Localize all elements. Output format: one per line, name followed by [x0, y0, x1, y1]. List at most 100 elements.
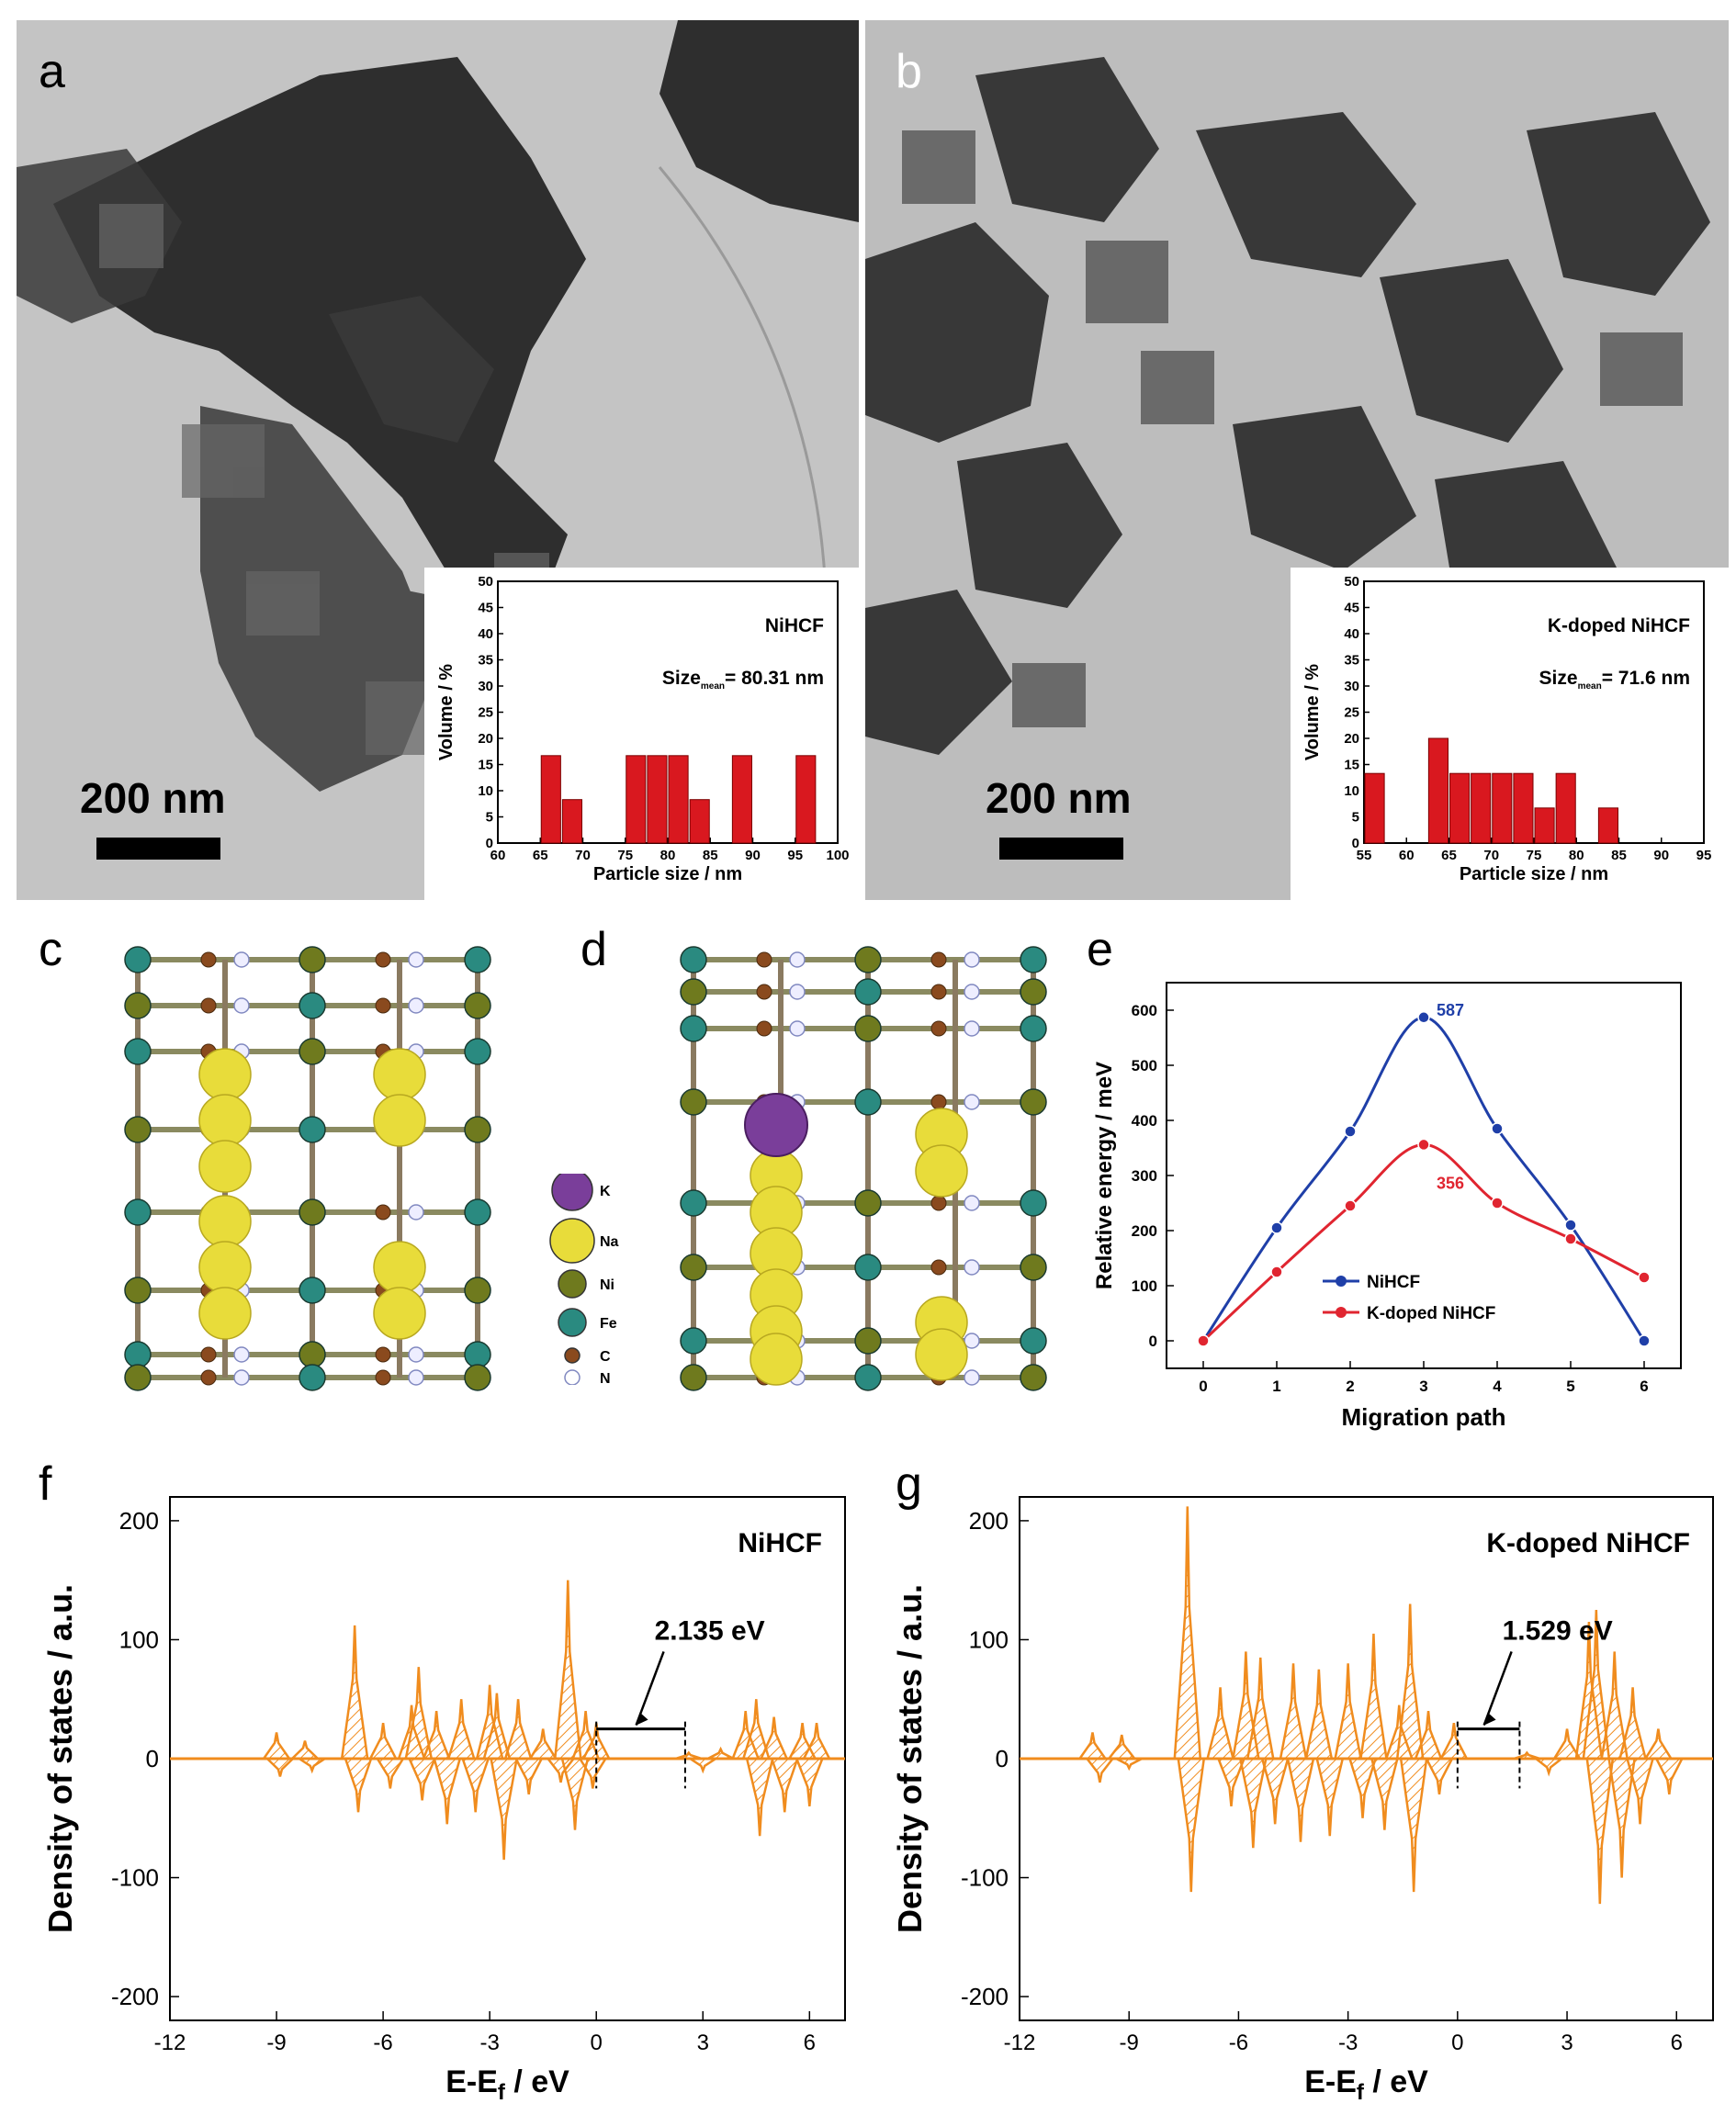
- x-tick-label: 3: [1419, 1378, 1427, 1395]
- y-tick-label: 100: [969, 1625, 1009, 1653]
- x-tick-label: 65: [533, 848, 548, 863]
- data-point: [1564, 1219, 1577, 1232]
- scale-bar-a: [96, 838, 220, 860]
- dos-peak: [295, 1757, 329, 1774]
- legend-atom-label: Fe: [600, 1316, 617, 1332]
- x-tick-label: 3: [697, 2030, 709, 2055]
- metal-atom: [854, 1088, 882, 1116]
- x-tick-label: 60: [490, 848, 506, 863]
- histogram-bar: [561, 799, 582, 844]
- dos-peak: [802, 1722, 832, 1760]
- nitrogen-atom: [789, 984, 806, 1000]
- nitrogen-atom: [408, 951, 424, 968]
- metal-atom: [1020, 1254, 1047, 1281]
- metal-atom: [124, 1364, 152, 1391]
- nitrogen-atom: [408, 1369, 424, 1386]
- y-tick-label: 40: [478, 626, 493, 642]
- metal-atom: [124, 946, 152, 973]
- metal-atom: [124, 1116, 152, 1143]
- x-axis-label: Particle size / nm: [1460, 864, 1608, 884]
- dos-peak: [407, 1757, 437, 1801]
- x-tick-label: 1: [1272, 1378, 1280, 1395]
- x-tick-label: 75: [1527, 848, 1542, 863]
- metal-atom: [299, 1038, 326, 1065]
- dos-peak: [340, 1625, 369, 1760]
- metal-atom: [464, 1277, 491, 1304]
- x-tick-label: 4: [1493, 1378, 1502, 1395]
- metal-atom: [680, 1015, 707, 1042]
- x-tick-label: 75: [617, 848, 633, 863]
- dos-peak: [1315, 1757, 1345, 1837]
- metal-atom: [1020, 1088, 1047, 1116]
- metal-atom: [464, 1198, 491, 1226]
- x-tick-label: 5: [1566, 1378, 1574, 1395]
- dos-peak: [433, 1757, 462, 1825]
- sample-annotation: K-doped NiHCF: [1486, 1528, 1690, 1558]
- y-tick-label: 25: [1344, 705, 1359, 721]
- panel-label-e: e: [1087, 923, 1113, 976]
- dos-peak: [1585, 1757, 1615, 1905]
- x-tick-label: 95: [787, 848, 803, 863]
- gap-arrowhead: [1483, 1712, 1496, 1726]
- y-tick-label: 45: [1344, 601, 1359, 616]
- metal-atom: [854, 1364, 882, 1391]
- carbon-atom: [930, 1259, 947, 1276]
- panel-label-f: f: [39, 1457, 52, 1511]
- legend-atom-c: [564, 1347, 581, 1364]
- dos-peak: [1205, 1687, 1235, 1760]
- y-tick-label: 50: [478, 574, 493, 590]
- dos-peak: [1106, 1734, 1137, 1760]
- x-tick-label: 90: [1653, 848, 1669, 863]
- histogram-bar: [731, 755, 752, 844]
- dos-peak: [1084, 1757, 1115, 1783]
- sodium-atom: [198, 1048, 252, 1101]
- legend-atom-ni: [558, 1269, 587, 1299]
- panel-label-a: a: [39, 45, 65, 98]
- y-tick-label: 15: [478, 758, 493, 773]
- data-point: [1197, 1334, 1210, 1347]
- dos-peak: [375, 1757, 406, 1789]
- x-tick-label: 60: [1399, 848, 1415, 863]
- x-tick-label: -9: [1120, 2030, 1139, 2055]
- metal-atom: [464, 992, 491, 1019]
- metal-atom: [464, 1341, 491, 1368]
- metal-atom: [1020, 946, 1047, 973]
- scale-bar-b: [999, 838, 1123, 860]
- dos-peak: [1618, 1687, 1648, 1760]
- x-tick-label: -9: [266, 2030, 286, 2055]
- x-tick-label: 65: [1441, 848, 1457, 863]
- histogram-bar: [647, 755, 668, 844]
- legend-atom-label: Na: [600, 1234, 619, 1250]
- dos-peak: [1625, 1757, 1655, 1825]
- y-tick-label: 35: [1344, 653, 1359, 669]
- dos-peak: [261, 1732, 292, 1760]
- dos-peak: [264, 1757, 297, 1777]
- crystal-structure-c: [124, 946, 491, 1391]
- y-tick-label: 0: [1352, 836, 1359, 851]
- y-tick-label: 0: [486, 836, 493, 851]
- gap-label: 1.529 eV: [1503, 1615, 1613, 1646]
- sodium-atom: [198, 1140, 252, 1193]
- data-point: [1270, 1221, 1283, 1234]
- y-tick-label: 0: [146, 1745, 159, 1772]
- panel-label-g: g: [896, 1457, 922, 1511]
- carbon-atom: [930, 1195, 947, 1211]
- metal-atom: [299, 946, 326, 973]
- dos-peak: [1238, 1757, 1268, 1849]
- metal-atom: [299, 1116, 326, 1143]
- gap-label: 2.135 eV: [655, 1615, 765, 1646]
- histogram-inset-a: 0 5 10 15 20 25 30 35 40 45 50 60 65 70 75 80 85 90 95 100 P…: [424, 568, 859, 900]
- metal-atom: [124, 1038, 152, 1065]
- data-point: [1638, 1271, 1651, 1284]
- data-point: [1417, 1138, 1430, 1152]
- nitrogen-atom: [408, 997, 424, 1014]
- metal-atom: [854, 1254, 882, 1281]
- atom-legend-svg: K Na Ni Fe CN: [549, 1169, 619, 1387]
- metal-atom: [680, 1088, 707, 1116]
- nitrogen-atom: [964, 1195, 980, 1211]
- x-axis-label: E-Ef / eV: [445, 2064, 569, 2105]
- y-tick-label: 100: [119, 1625, 159, 1653]
- sodium-atom: [198, 1195, 252, 1248]
- histogram-a-svg: 0 5 10 15 20 25 30 35 40 45 50 60 65 70 75 80 85 90 95 100 P…: [436, 574, 850, 884]
- y-tick-label: 20: [1344, 731, 1359, 747]
